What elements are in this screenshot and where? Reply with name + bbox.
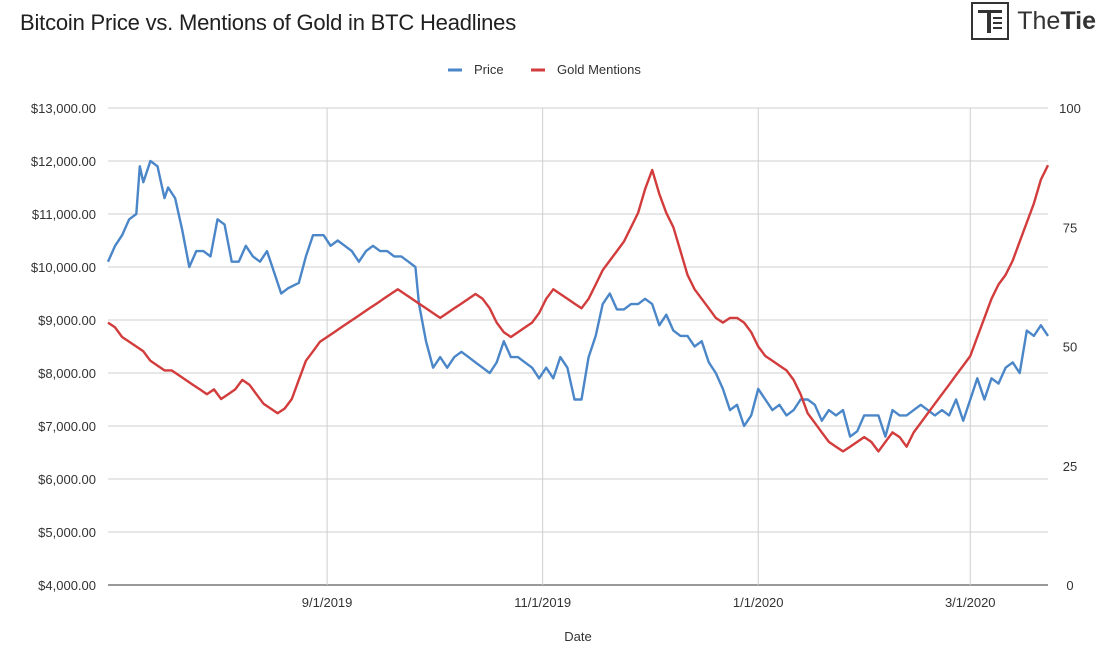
y-left-tick-label: $10,000.00 <box>31 260 96 275</box>
chart-grid <box>108 107 1048 586</box>
y-left-tick-label: $8,000.00 <box>38 366 96 381</box>
legend-label: Price <box>474 62 504 77</box>
series-lines <box>106 159 1050 453</box>
y-left-tick-label: $9,000.00 <box>38 313 96 328</box>
y-axis-left: $4,000.00 $5,000.00 $6,000.00 $7,000.00 $8,0… <box>31 101 96 593</box>
y-right-tick-label: 25 <box>1063 459 1077 474</box>
y-right-tick-label: 0 <box>1066 578 1073 593</box>
y-axis-right: 0 25 50 75 100 <box>1059 101 1081 593</box>
x-tick-label: 3/1/2020 <box>945 595 996 610</box>
y-right-tick-label: 75 <box>1063 220 1077 235</box>
logo-text: TheTie <box>1017 6 1096 35</box>
thetie-logo: TheTie <box>971 2 1096 40</box>
price-line <box>106 159 1049 438</box>
y-left-tick-label: $13,000.00 <box>31 101 96 116</box>
legend-label: Gold Mentions <box>557 62 641 77</box>
y-left-tick-label: $6,000.00 <box>38 472 96 487</box>
y-left-tick-label: $4,000.00 <box>38 578 96 593</box>
y-left-tick-label: $7,000.00 <box>38 419 96 434</box>
x-axis: 9/1/2019 11/1/2019 1/1/2020 3/1/2020 <box>302 595 996 610</box>
y-left-tick-label: $12,000.00 <box>31 154 96 169</box>
y-right-tick-label: 100 <box>1059 101 1081 116</box>
y-left-tick-label: $5,000.00 <box>38 525 96 540</box>
x-tick-label: 1/1/2020 <box>733 595 784 610</box>
y-left-tick-label: $11,000.00 <box>32 207 96 222</box>
x-tick-label: 9/1/2019 <box>302 595 353 610</box>
x-tick-label: 11/1/2019 <box>514 595 571 610</box>
gold-mentions-line <box>107 164 1050 453</box>
y-right-tick-label: 50 <box>1063 340 1077 355</box>
thetie-logo-icon <box>971 2 1010 40</box>
chart-title: Bitcoin Price vs. Mentions of Gold in BT… <box>20 10 517 35</box>
x-axis-label: Date <box>564 629 591 644</box>
legend: Price Gold Mentions <box>448 62 641 77</box>
